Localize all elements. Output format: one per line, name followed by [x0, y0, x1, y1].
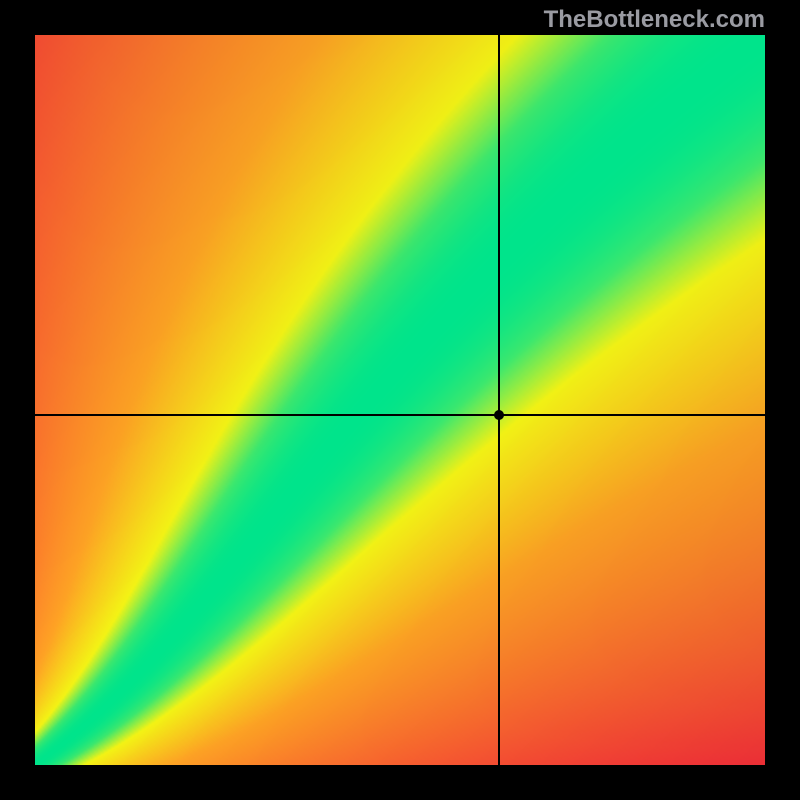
heatmap-canvas	[35, 35, 765, 765]
crosshair-horizontal	[35, 414, 765, 416]
data-point-marker	[494, 410, 504, 420]
watermark-text: TheBottleneck.com	[544, 6, 765, 34]
crosshair-vertical	[498, 35, 500, 765]
plot-area	[35, 35, 765, 765]
